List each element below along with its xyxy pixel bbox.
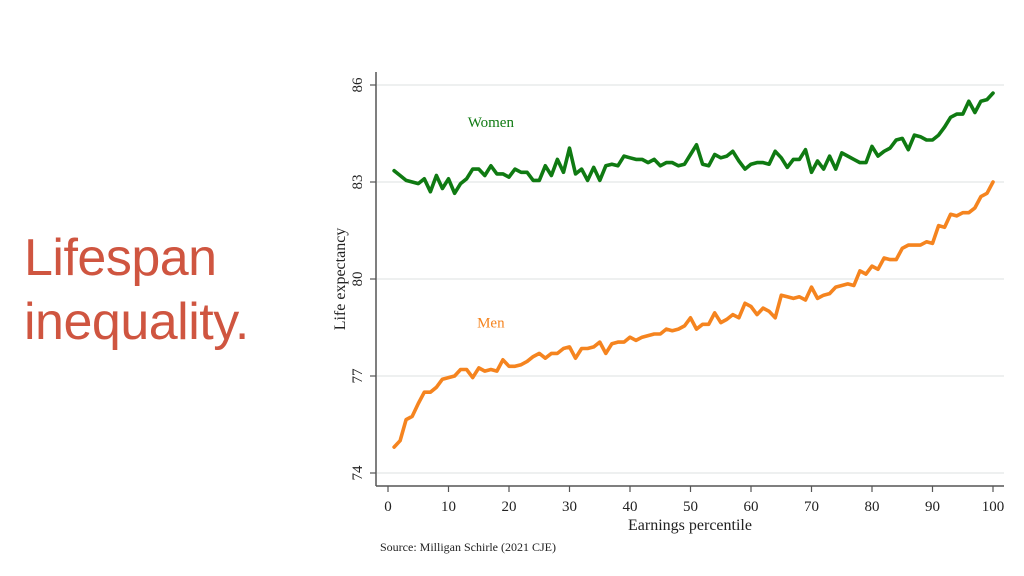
- y-tick-label: 77: [350, 368, 366, 384]
- slide-title-line-2: inequality.: [24, 293, 249, 351]
- x-tick-label: 40: [623, 499, 638, 515]
- series-label-men: Men: [477, 316, 505, 332]
- y-tick-label: 83: [350, 175, 366, 190]
- x-tick-label: 80: [865, 499, 880, 515]
- x-tick-label: 50: [683, 499, 698, 515]
- x-tick-label: 100: [982, 499, 1005, 515]
- source-caption: Source: Milligan Schirle (2021 CJE): [380, 540, 556, 554]
- series-lines: [392, 91, 995, 449]
- series-label-women: Women: [468, 115, 515, 131]
- x-tick-label: 90: [925, 499, 940, 515]
- y-tick-label: 86: [350, 77, 366, 93]
- x-tick-label: 0: [384, 499, 392, 515]
- y-tick-label: 74: [350, 465, 366, 481]
- series-line-women: [392, 91, 995, 196]
- x-tick-label: 60: [744, 499, 759, 515]
- y-tick-label: 80: [350, 272, 366, 287]
- x-ticks: 0 10 20 30 40 50 60 70 80 90 100: [384, 486, 1004, 515]
- slide-title: Lifespan inequality.: [24, 226, 249, 354]
- y-axis-title: Life expectancy: [332, 228, 349, 331]
- x-axis-title: Earnings percentile: [628, 517, 752, 534]
- series-labels: Women Men: [468, 115, 515, 331]
- y-ticks: 74 77 80 83 86: [350, 77, 376, 481]
- x-tick-label: 10: [441, 499, 456, 515]
- x-tick-label: 20: [502, 499, 517, 515]
- x-tick-label: 30: [562, 499, 577, 515]
- series-line-men: [392, 180, 995, 449]
- slide-title-line-1: Lifespan: [24, 229, 217, 287]
- gridlines: [377, 84, 1004, 474]
- x-tick-label: 70: [804, 499, 819, 515]
